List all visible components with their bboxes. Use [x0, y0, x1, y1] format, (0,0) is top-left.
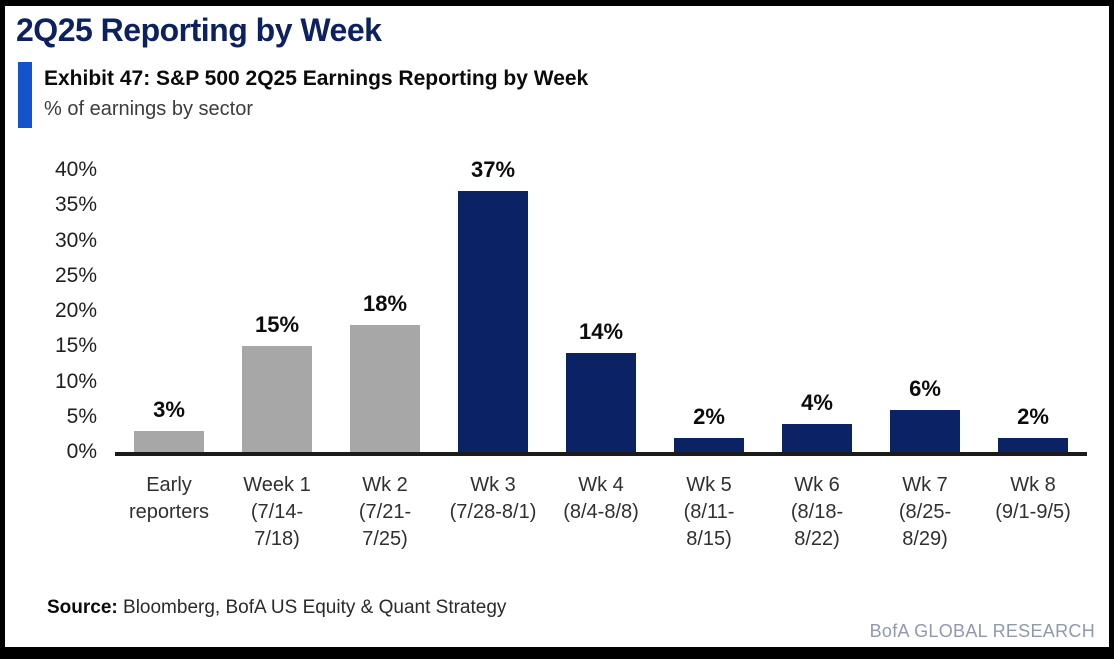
bar — [566, 353, 636, 452]
y-tick-label: 40% — [54, 158, 97, 181]
brand-mark: BofA GLOBAL RESEARCH — [869, 621, 1095, 641]
bar — [890, 409, 960, 452]
x-axis-label: Wk 3 (7/28-8/1) — [449, 474, 537, 523]
bar-value-label: 2% — [1017, 403, 1049, 429]
bar — [782, 423, 852, 452]
bar-group-6: 2% Wk 5 (8/11- 8/15) — [655, 170, 763, 550]
exhibit-header: Exhibit 47: S&P 500 2Q25 Earnings Report… — [18, 62, 588, 128]
exhibit-title: Exhibit 47: S&P 500 2Q25 Earnings Report… — [44, 67, 589, 90]
bar — [350, 325, 420, 452]
bar-group-1: 3% Early reporters — [115, 170, 223, 523]
y-tick-label: 5% — [66, 404, 97, 428]
bar-value-label: 15% — [254, 312, 300, 338]
bar-value-label: 18% — [362, 291, 408, 317]
y-tick-label: 20% — [54, 299, 97, 322]
y-tick-label: 30% — [54, 228, 97, 252]
bar-group-5: 14% Wk 4 (8/4-8/8) — [547, 170, 655, 523]
y-axis: 40% 35% 30% 25% 20% 15% 10% 5% 0% — [5, 158, 97, 463]
y-tick-label: 35% — [54, 193, 97, 217]
x-axis-label: Wk 6 (8/18- 8/22) — [790, 474, 844, 550]
bar — [458, 191, 528, 452]
x-axis-label: Wk 4 (8/4-8/8) — [563, 474, 639, 523]
bar-value-label: 6% — [909, 375, 941, 401]
bar-value-label: 2% — [693, 403, 725, 429]
exhibit-text: Exhibit 47: S&P 500 2Q25 Earnings Report… — [44, 62, 588, 128]
x-axis-label: Wk 2 (7/21- 7/25) — [358, 474, 412, 550]
bar-value-label: 14% — [578, 319, 624, 345]
bar — [674, 437, 744, 452]
bar — [242, 346, 312, 452]
bar — [998, 437, 1068, 452]
x-axis-label: Week 1 (7/14- 7/18) — [243, 474, 311, 550]
bar-value-label: 37% — [470, 157, 516, 183]
bar-value-label: 4% — [801, 389, 833, 415]
bar-group-7: 4% Wk 6 (8/18- 8/22) — [763, 170, 871, 550]
accent-bar — [18, 62, 32, 128]
source-label: Source: — [47, 597, 118, 618]
source-note: Source: Bloomberg, BofA US Equity & Quan… — [47, 597, 506, 619]
x-axis-label: Wk 8 (9/1-9/5) — [995, 474, 1071, 523]
chart-panel: 2Q25 Reporting by Week Exhibit 47: S&P 5… — [5, 6, 1109, 647]
y-tick-label: 0% — [66, 440, 97, 463]
bar-group-2: 15% Week 1 (7/14- 7/18) — [223, 170, 331, 550]
bar-group-4: 37% Wk 3 (7/28-8/1) — [439, 157, 547, 523]
y-tick-label: 15% — [54, 334, 97, 358]
exhibit-subtitle: % of earnings by sector — [44, 98, 253, 120]
source-text: Bloomberg, BofA US Equity & Quant Strate… — [123, 597, 507, 618]
bar-group-9: 2% Wk 8 (9/1-9/5) — [979, 170, 1087, 523]
y-tick-label: 10% — [54, 369, 97, 393]
x-axis-label: Wk 5 (8/11- 8/15) — [683, 474, 735, 550]
page-title: 2Q25 Reporting by Week — [16, 12, 382, 48]
x-axis-label: Wk 7 (8/25- 8/29) — [898, 474, 952, 550]
bar — [134, 430, 204, 452]
y-tick-label: 25% — [54, 263, 97, 287]
bar-group-3: 18% Wk 2 (7/21- 7/25) — [331, 170, 439, 550]
bar-value-label: 3% — [153, 396, 185, 422]
x-axis-label: Early reporters — [128, 474, 210, 523]
bar-chart-plot: 3% Early reporters 15% Week 1 (7/14- 7/18) 18% W… — [115, 157, 1087, 550]
bar-group-8: 6% Wk 7 (8/25- 8/29) — [871, 170, 979, 550]
